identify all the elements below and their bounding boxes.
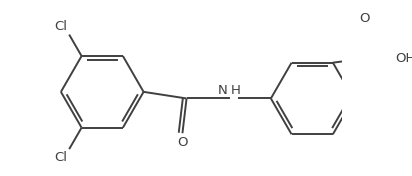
Text: O: O xyxy=(177,137,188,149)
Text: Cl: Cl xyxy=(54,151,68,164)
Text: O: O xyxy=(359,12,370,25)
Text: OH: OH xyxy=(395,52,412,65)
Text: N: N xyxy=(218,84,228,97)
Text: Cl: Cl xyxy=(54,20,68,33)
Text: H: H xyxy=(231,84,241,97)
